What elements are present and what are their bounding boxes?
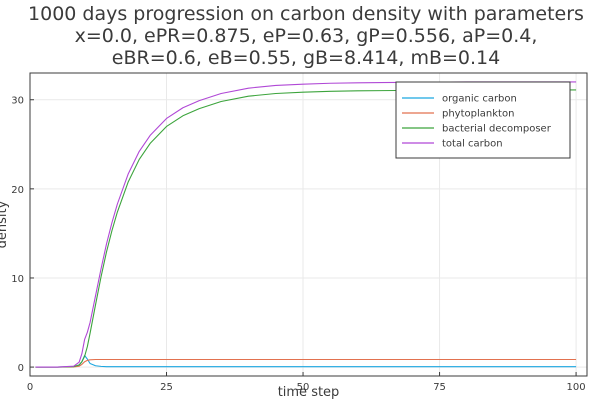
x-tick-label: 100	[567, 382, 586, 393]
series-line-phytoplankton	[35, 358, 577, 368]
legend-label-organic-carbon: organic carbon	[442, 94, 517, 105]
chart-title: 1000 days progression on carbon density …	[28, 3, 584, 69]
series-line-total-carbon	[35, 81, 577, 368]
y-tick-label: 20	[11, 185, 24, 196]
y-tick-label: 30	[11, 96, 24, 107]
legend-label-phytoplankton: phytoplankton	[442, 109, 514, 120]
series-line-bacterial-decomposer	[35, 89, 577, 368]
chart-title-line-2: x=0.0, ePR=0.875, eP=0.63, gP=0.556, aP=…	[75, 25, 538, 47]
plot-area-frame	[29, 72, 588, 377]
axis-ticks: 0 25 50 75 100 0 10 20 30	[11, 96, 585, 393]
series-lines	[35, 81, 577, 368]
x-tick-label: 75	[433, 382, 446, 393]
x-axis-label: time step	[278, 385, 340, 400]
x-tick-label: 50	[297, 382, 310, 393]
legend-box	[395, 81, 571, 159]
legend-label-total-carbon: total carbon	[442, 139, 503, 150]
y-tick-label: 10	[11, 274, 24, 285]
x-tick-label: 25	[160, 382, 173, 393]
chart-title-line-1: 1000 days progression on carbon density …	[28, 3, 584, 25]
chart-title-line-3: eBR=0.6, eB=0.55, gB=8.414, mB=0.14	[112, 47, 500, 69]
y-axis-label: density	[0, 200, 10, 248]
series-line-organic-carbon	[35, 354, 577, 368]
legend: organic carbon phytoplankton bacterial dec…	[395, 81, 571, 159]
y-tick-label: 0	[18, 363, 24, 374]
x-tick-label: 0	[27, 382, 33, 393]
legend-label-bacterial-decomposer: bacterial decomposer	[442, 124, 552, 135]
